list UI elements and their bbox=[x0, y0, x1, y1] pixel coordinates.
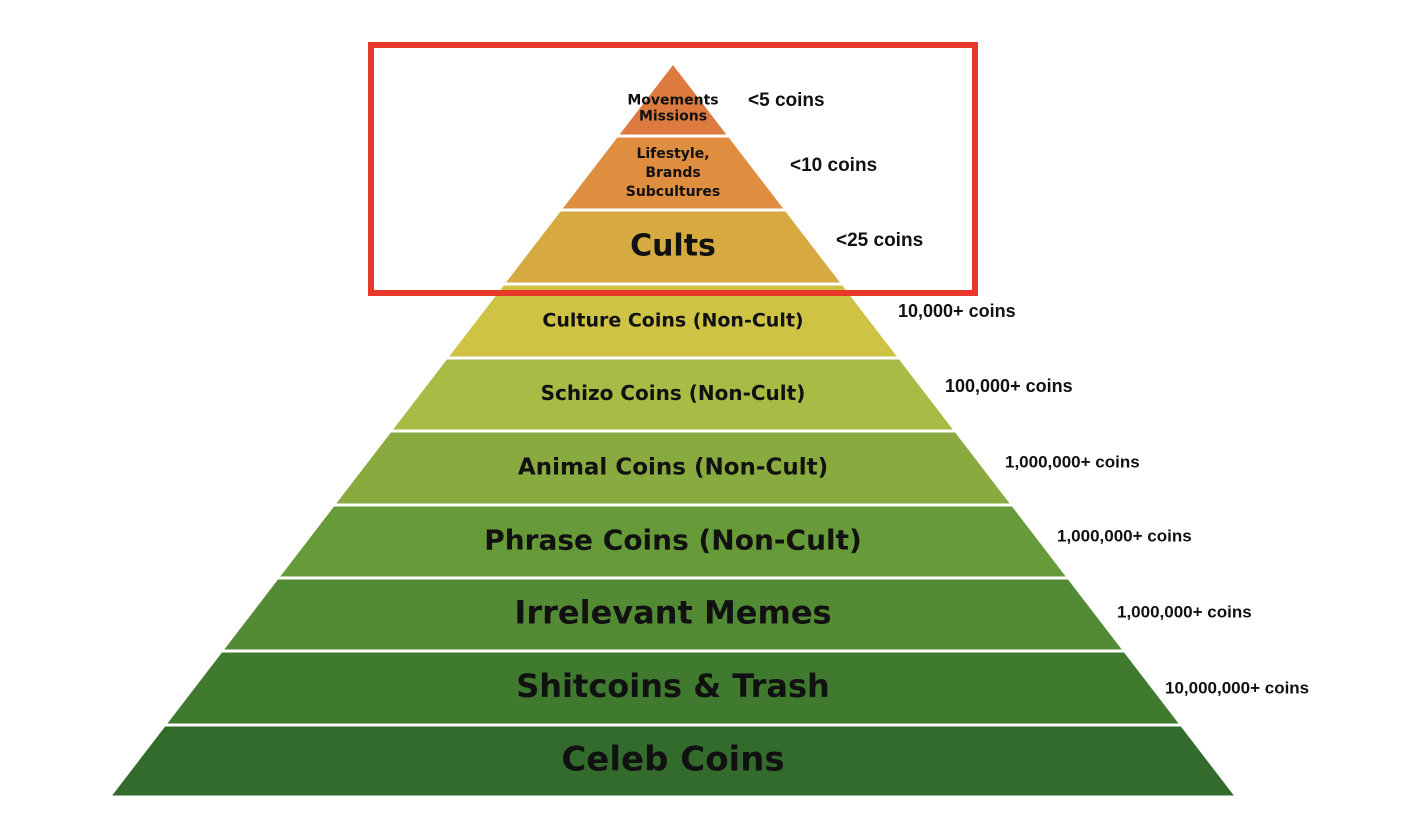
tier-band bbox=[619, 65, 727, 135]
tier-band bbox=[336, 432, 1010, 504]
tier-label: Animal Coins (Non-Cult) bbox=[518, 455, 828, 481]
tier-coin-count: <10 coins bbox=[790, 155, 877, 176]
tier-band bbox=[224, 579, 1122, 650]
tier-coin-count: 100,000+ coins bbox=[945, 376, 1073, 396]
tier-2: Cults <25 coins bbox=[506, 211, 923, 283]
tier-label: Lifestyle, bbox=[636, 146, 709, 162]
tier-coin-count: 1,000,000+ coins bbox=[1117, 602, 1252, 621]
tier-band bbox=[449, 285, 897, 357]
tier-band bbox=[393, 359, 953, 430]
tier-coin-count: 1,000,000+ coins bbox=[1005, 452, 1140, 471]
tier-coin-count: <25 coins bbox=[836, 230, 923, 251]
tier-7: Irrelevant Memes 1,000,000+ coins bbox=[224, 579, 1252, 650]
tier-label: Culture Coins (Non-Cult) bbox=[542, 310, 803, 332]
tier-label: Irrelevant Memes bbox=[514, 594, 831, 632]
tier-label: Shitcoins & Trash bbox=[516, 667, 830, 705]
tier-band bbox=[506, 211, 840, 283]
tier-label: Brands bbox=[645, 165, 700, 181]
tier-8: Shitcoins & Trash 10,000,000+ coins bbox=[167, 652, 1309, 724]
tier-band bbox=[562, 137, 784, 209]
tier-band bbox=[167, 652, 1179, 724]
tier-band bbox=[112, 726, 1234, 796]
tier-1: Lifestyle, Brands Subcultures <10 coins bbox=[562, 137, 877, 209]
tier-label: Schizo Coins (Non-Cult) bbox=[541, 381, 806, 405]
tier-label: Movements bbox=[627, 93, 718, 109]
highlight-box bbox=[368, 42, 978, 296]
tier-label: Cults bbox=[630, 229, 716, 264]
tier-6: Phrase Coins (Non-Cult) 1,000,000+ coins bbox=[280, 506, 1192, 577]
tier-9: Celeb Coins bbox=[112, 726, 1234, 796]
tier-label: Missions bbox=[639, 109, 707, 125]
tier-coin-count: <5 coins bbox=[748, 90, 825, 111]
tier-5: Animal Coins (Non-Cult) 1,000,000+ coins bbox=[336, 432, 1140, 504]
tier-band bbox=[280, 506, 1066, 577]
tier-3: Culture Coins (Non-Cult) 10,000+ coins bbox=[449, 285, 1016, 357]
tier-coin-count: 1,000,000+ coins bbox=[1057, 526, 1192, 545]
tier-coin-count: 10,000,000+ coins bbox=[1165, 678, 1309, 697]
tier-coin-count: 10,000+ coins bbox=[898, 301, 1016, 321]
tier-label: Celeb Coins bbox=[561, 740, 784, 780]
tier-4: Schizo Coins (Non-Cult) 100,000+ coins bbox=[393, 359, 1073, 430]
tier-label: Subcultures bbox=[626, 184, 721, 200]
tier-label: Phrase Coins (Non-Cult) bbox=[484, 524, 862, 557]
